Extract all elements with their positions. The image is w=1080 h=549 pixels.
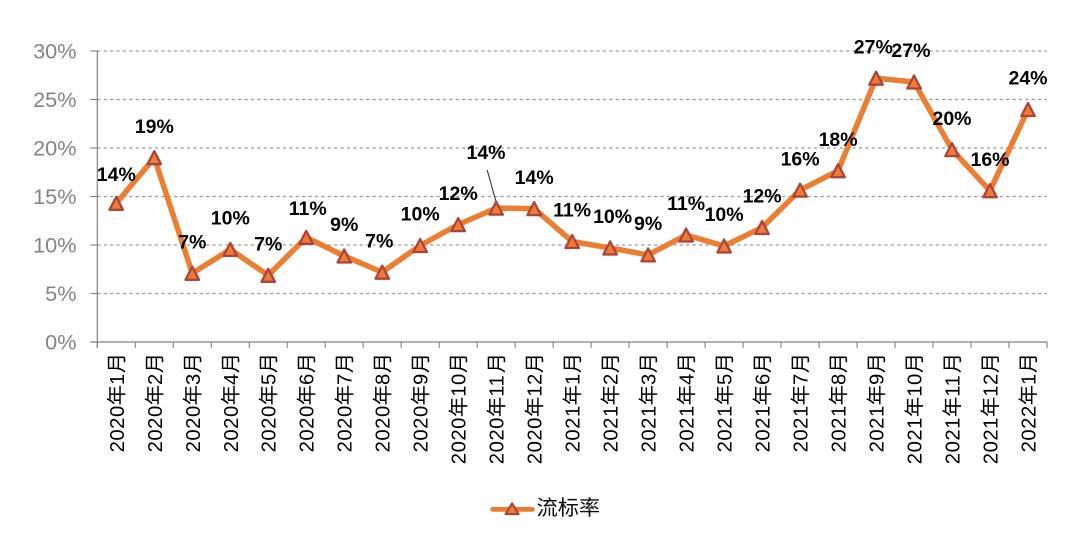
svg-text:16%: 16% (970, 149, 1009, 171)
svg-text:30%: 30% (33, 39, 76, 64)
svg-text:10: 10 (449, 373, 471, 397)
svg-text:2021: 2021 (905, 417, 927, 464)
svg-text:10%: 10% (211, 208, 250, 230)
svg-text:2020: 2020 (411, 405, 433, 452)
svg-text:9: 9 (411, 373, 433, 385)
svg-text:2020: 2020 (259, 405, 281, 452)
svg-text:2020: 2020 (107, 405, 129, 452)
svg-text:2020: 2020 (335, 405, 357, 452)
svg-text:0%: 0% (45, 330, 76, 355)
svg-text:11%: 11% (667, 193, 705, 215)
svg-text:14%: 14% (515, 167, 554, 189)
svg-text:2021: 2021 (563, 405, 585, 452)
svg-text:10%: 10% (401, 204, 440, 226)
svg-text:2020: 2020 (449, 417, 471, 464)
svg-text:2020: 2020 (487, 417, 509, 464)
svg-text:4: 4 (221, 373, 243, 385)
svg-text:6: 6 (753, 373, 775, 385)
svg-text:2021: 2021 (715, 405, 737, 452)
svg-text:14%: 14% (97, 164, 136, 186)
svg-text:2020: 2020 (525, 417, 547, 464)
svg-text:10%: 10% (705, 204, 744, 226)
svg-text:12: 12 (525, 373, 547, 397)
svg-text:10: 10 (905, 373, 927, 397)
svg-text:16%: 16% (781, 148, 820, 170)
svg-text:7%: 7% (365, 230, 393, 252)
svg-text:7: 7 (791, 373, 813, 385)
svg-text:20%: 20% (33, 136, 76, 161)
svg-text:6: 6 (297, 373, 319, 385)
svg-text:18%: 18% (819, 129, 858, 151)
svg-text:11%: 11% (553, 200, 591, 222)
svg-text:19%: 19% (135, 116, 174, 138)
svg-text:2020: 2020 (297, 405, 319, 452)
svg-text:10%: 10% (33, 233, 76, 258)
svg-text:1: 1 (1019, 373, 1041, 385)
svg-text:2021: 2021 (943, 417, 965, 464)
svg-text:11: 11 (943, 375, 965, 397)
svg-text:12%: 12% (439, 183, 478, 205)
svg-text:5: 5 (715, 373, 737, 385)
svg-text:5%: 5% (45, 281, 76, 306)
svg-text:4: 4 (677, 373, 699, 385)
svg-text:2020: 2020 (221, 405, 243, 452)
svg-text:3: 3 (639, 373, 661, 385)
svg-text:12%: 12% (743, 186, 782, 208)
svg-text:2021: 2021 (639, 405, 661, 452)
svg-text:8: 8 (373, 373, 395, 385)
svg-text:10%: 10% (593, 206, 632, 228)
svg-text:27%: 27% (854, 36, 893, 58)
svg-text:11%: 11% (289, 198, 327, 220)
svg-text:2020: 2020 (145, 405, 167, 452)
svg-text:14%: 14% (466, 142, 505, 164)
svg-text:24%: 24% (1008, 68, 1047, 90)
svg-text:2021: 2021 (981, 417, 1003, 464)
svg-text:9%: 9% (330, 214, 358, 236)
svg-text:15%: 15% (33, 184, 76, 209)
svg-text:2: 2 (601, 373, 623, 385)
svg-text:2020: 2020 (373, 405, 395, 452)
svg-text:1: 1 (563, 373, 585, 385)
svg-text:12: 12 (981, 373, 1003, 397)
svg-text:8: 8 (829, 373, 851, 385)
svg-text:2021: 2021 (677, 405, 699, 452)
svg-text:9%: 9% (634, 213, 662, 235)
svg-text:2020: 2020 (183, 405, 205, 452)
svg-text:20%: 20% (932, 108, 971, 130)
svg-text:2021: 2021 (791, 405, 813, 452)
svg-text:2022: 2022 (1019, 405, 1041, 452)
svg-text:3: 3 (183, 373, 205, 385)
svg-text:9: 9 (867, 373, 889, 385)
svg-text:7: 7 (335, 373, 357, 385)
svg-text:7%: 7% (254, 234, 282, 256)
svg-text:2: 2 (145, 373, 167, 385)
svg-text:2021: 2021 (829, 405, 851, 452)
svg-text:2021: 2021 (753, 405, 775, 452)
svg-text:2021: 2021 (867, 405, 889, 452)
svg-text:1: 1 (107, 373, 129, 385)
svg-text:25%: 25% (33, 87, 76, 112)
svg-text:7%: 7% (178, 232, 206, 254)
svg-text:27%: 27% (891, 40, 930, 62)
svg-text:5: 5 (259, 373, 281, 385)
svg-text:11: 11 (487, 375, 509, 397)
svg-text:2021: 2021 (601, 405, 623, 452)
